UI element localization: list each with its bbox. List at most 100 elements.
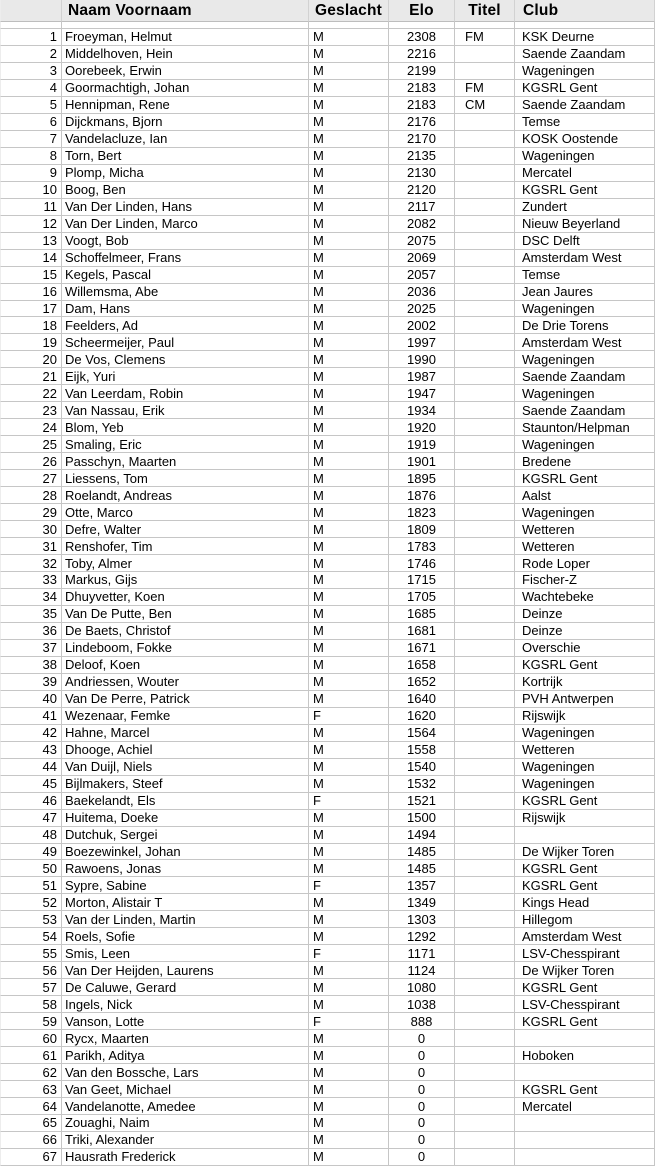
name-cell: Smaling, Eric [62,436,309,454]
elo-cell: 1809 [389,521,455,539]
title-cell [455,639,515,657]
title-cell [455,741,515,759]
club-cell: Bredene [515,453,655,471]
club-cell: Hillegom [515,911,655,929]
rank-cell: 36 [0,622,62,640]
club-cell: Wageningen [515,436,655,454]
header-elo-cell: Elo [389,0,455,22]
elo-cell: 1990 [389,351,455,369]
rank-cell: 13 [0,232,62,250]
name-cell: Renshofer, Tim [62,538,309,556]
club-cell: Staunton/Helpman [515,419,655,437]
name-cell: Van Leerdam, Robin [62,385,309,403]
rank-cell: 12 [0,215,62,233]
rank-cell: 67 [0,1148,62,1166]
rank-cell: 44 [0,758,62,776]
elo-cell: 1485 [389,860,455,878]
club-cell: LSV-Chesspirant [515,996,655,1014]
rank-cell: 40 [0,690,62,708]
elo-cell: 1494 [389,826,455,844]
title-cell [455,962,515,980]
club-cell: Saende Zaandam [515,402,655,420]
rank-cell: 6 [0,113,62,131]
rank-cell: 30 [0,521,62,539]
club-cell: Wageningen [515,775,655,793]
gender-cell: M [309,639,389,657]
club-cell: Wageningen [515,351,655,369]
rank-cell: 16 [0,283,62,301]
name-cell: Baekelandt, Els [62,792,309,810]
gender-cell: M [309,555,389,572]
elo-cell: 1620 [389,707,455,725]
gender-cell: F [309,792,389,810]
gender-cell: M [309,996,389,1014]
header-gender-cell: Geslacht [309,0,389,22]
gender-cell: M [309,1064,389,1082]
name-cell: Dhooge, Achiel [62,741,309,759]
rank-cell: 66 [0,1131,62,1149]
elo-cell: 1038 [389,996,455,1014]
rank-cell: 10 [0,181,62,199]
name-cell: Van Der Heijden, Laurens [62,962,309,980]
name-cell: Voogt, Bob [62,232,309,250]
rank-cell: 47 [0,809,62,827]
name-cell: Middelhoven, Hein [62,45,309,63]
club-cell: Mercatel [515,164,655,182]
rank-cell: 21 [0,368,62,386]
elo-cell: 1564 [389,724,455,742]
title-cell [455,656,515,674]
gender-cell: M [309,402,389,420]
title-cell [455,826,515,844]
club-cell: Zundert [515,198,655,216]
gender-cell: M [309,198,389,216]
name-cell: Zouaghi, Naim [62,1115,309,1132]
rank-cell: 11 [0,198,62,216]
gender-cell: M [309,690,389,708]
name-cell: Van De Putte, Ben [62,605,309,623]
name-cell: Roelandt, Andreas [62,487,309,505]
rank-cell: 9 [0,164,62,182]
elo-cell: 2183 [389,96,455,114]
rank-cell: 33 [0,572,62,589]
title-cell [455,1148,515,1166]
name-cell: Huitema, Doeke [62,809,309,827]
rank-cell: 46 [0,792,62,810]
club-cell: Rijswijk [515,707,655,725]
name-cell: Boog, Ben [62,181,309,199]
rank-cell: 48 [0,826,62,844]
elo-cell: 2308 [389,29,455,46]
rank-cell: 50 [0,860,62,878]
rank-cell: 58 [0,996,62,1014]
gender-cell: M [309,351,389,369]
club-cell: Temse [515,266,655,284]
elo-cell: 1947 [389,385,455,403]
gender-cell: M [309,572,389,589]
name-cell: Sypre, Sabine [62,877,309,895]
elo-cell: 1349 [389,894,455,912]
title-cell [455,1030,515,1048]
elo-cell: 1080 [389,979,455,997]
title-cell [455,809,515,827]
title-cell [455,690,515,708]
rank-cell: 4 [0,79,62,97]
club-cell [515,826,655,844]
spacer-cell [389,22,455,29]
title-cell [455,147,515,165]
title-cell [455,673,515,691]
title-cell [455,792,515,810]
name-cell: Andriessen, Wouter [62,673,309,691]
title-cell [455,877,515,895]
name-cell: Dam, Hans [62,300,309,318]
gender-cell: M [309,741,389,759]
title-cell [455,487,515,505]
rank-cell: 32 [0,555,62,572]
rank-cell: 59 [0,1013,62,1031]
club-cell: PVH Antwerpen [515,690,655,708]
elo-cell: 1124 [389,962,455,980]
name-cell: Rawoens, Jonas [62,860,309,878]
title-cell [455,504,515,522]
title-cell [455,436,515,454]
name-cell: Parikh, Aditya [62,1047,309,1065]
title-cell [455,266,515,284]
